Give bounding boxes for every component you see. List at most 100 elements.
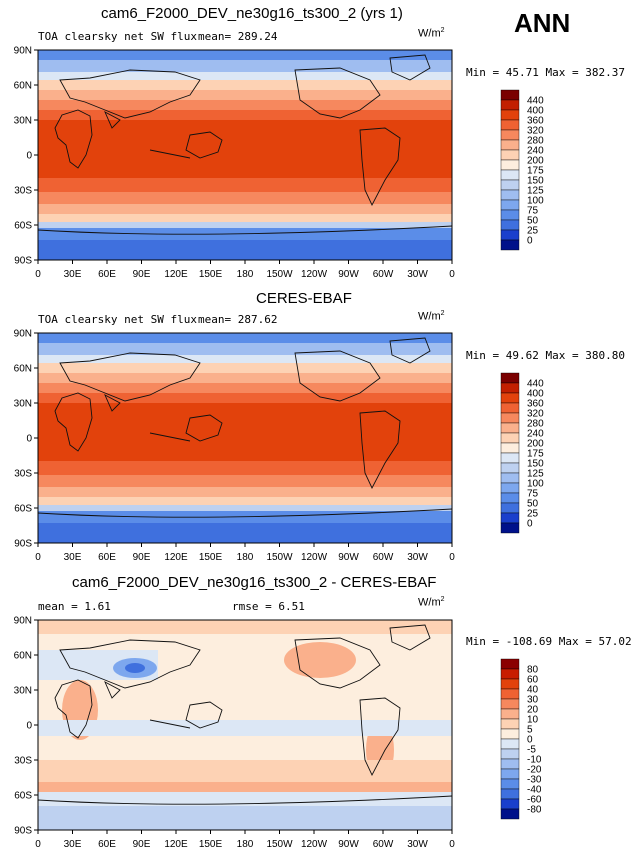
legend-label: 200	[527, 439, 544, 450]
panel-1-minmax: Min = 45.71 Max = 382.37	[466, 66, 625, 79]
lon-tick-label: 150E	[199, 269, 223, 280]
lon-tick-label: 150E	[199, 552, 223, 563]
legend-swatch	[500, 502, 520, 514]
panel-3-units-exp: 2	[440, 596, 445, 603]
legend-label: 0	[527, 735, 533, 746]
legend-swatch	[500, 139, 520, 151]
legend-swatch	[500, 149, 520, 161]
legend-label: 100	[527, 196, 544, 207]
lon-tick-label: 30E	[64, 269, 82, 280]
legend-swatch	[500, 442, 520, 454]
legend-label: 400	[527, 389, 544, 400]
lon-tick-label: 90E	[133, 269, 151, 280]
legend-swatch	[500, 209, 520, 221]
lon-tick-label: 0	[449, 839, 455, 850]
legend-swatch	[500, 728, 520, 740]
panel-1-lat-ticks: 90N 60N 30N 0 30S 60S 90S	[14, 46, 38, 267]
lat-tick-label: 30N	[14, 686, 32, 697]
panel-3-field	[38, 620, 452, 830]
lon-tick-label: 60E	[98, 269, 116, 280]
legend-label: 125	[527, 186, 544, 197]
legend-label: 75	[527, 206, 539, 217]
legend-label: 150	[527, 459, 544, 470]
legend-swatch	[500, 169, 520, 181]
legend-swatch	[500, 778, 520, 790]
legend-label: 175	[527, 166, 544, 177]
legend-label: -30	[527, 775, 542, 786]
legend-label: 280	[527, 136, 544, 147]
legend-label: 175	[527, 449, 544, 460]
legend-swatch	[500, 229, 520, 241]
panel-3-legend-swatches	[500, 658, 520, 820]
panel-2-units-base: W/m	[418, 310, 441, 323]
legend-swatch	[500, 89, 520, 101]
lon-tick-label: 60W	[373, 839, 394, 850]
legend-label: 60	[527, 675, 539, 686]
legend-swatch	[500, 768, 520, 780]
legend-label: 320	[527, 409, 544, 420]
panel-2-title: CERES-EBAF	[256, 290, 352, 307]
legend-label: -40	[527, 785, 542, 796]
lat-tick-label: 90S	[14, 256, 32, 267]
legend-swatch	[500, 119, 520, 131]
panel-3-lat-ticks: 90N 60N 30N 0 30S 60S 90S	[14, 616, 38, 837]
panel-1-mean: mean= 289.24	[198, 30, 278, 43]
panel-2-lon-ticks: 0 30E 60E 90E 120E 150E 180 150W 120W 90W 60W 30W 0	[35, 543, 455, 563]
legend-swatch	[500, 492, 520, 504]
legend-swatch	[500, 718, 520, 730]
legend-label: 280	[527, 419, 544, 430]
legend-label: 440	[527, 379, 544, 390]
lat-tick-label: 90N	[14, 46, 32, 57]
lon-tick-label: 90W	[338, 552, 359, 563]
legend-swatch	[500, 462, 520, 474]
lon-tick-label: 90W	[338, 269, 359, 280]
lon-tick-label: 120W	[301, 839, 328, 850]
legend-swatch	[500, 432, 520, 444]
legend-swatch	[500, 512, 520, 524]
lat-tick-label: 0	[26, 151, 32, 162]
legend-swatch	[500, 452, 520, 464]
legend-swatch	[500, 482, 520, 494]
legend-label: 20	[527, 705, 539, 716]
lon-tick-label: 60W	[373, 552, 394, 563]
legend-label: 30	[527, 695, 539, 706]
lon-tick-label: 120E	[164, 552, 188, 563]
panel-1-coastlines	[37, 54, 453, 235]
lon-tick-label: 120W	[301, 269, 328, 280]
panel-2-field	[38, 333, 452, 543]
legend-swatch	[500, 179, 520, 191]
lon-tick-label: 90E	[133, 552, 151, 563]
legend-swatch	[500, 668, 520, 680]
lat-tick-label: 60S	[14, 504, 32, 515]
lat-tick-label: 90S	[14, 539, 32, 550]
lon-tick-label: 0	[35, 839, 41, 850]
panel-2-coastlines	[37, 337, 453, 518]
legend-swatch	[500, 708, 520, 720]
legend-label: 75	[527, 489, 539, 500]
legend-label: 440	[527, 96, 544, 107]
lon-tick-label: 30E	[64, 552, 82, 563]
lon-tick-label: 0	[449, 269, 455, 280]
legend-swatch	[500, 688, 520, 700]
legend-swatch	[500, 698, 520, 710]
panel-3-units: W/m2	[418, 596, 445, 609]
panel-3-rmse: rmse = 6.51	[232, 600, 305, 613]
panel-2-units: W/m2	[418, 310, 445, 323]
lon-tick-label: 150W	[266, 839, 293, 850]
lon-tick-label: 30E	[64, 839, 82, 850]
lon-tick-label: 150E	[199, 839, 223, 850]
legend-swatch	[500, 129, 520, 141]
legend-label: 5	[527, 725, 533, 736]
lon-tick-label: 60E	[98, 552, 116, 563]
legend-label: 360	[527, 116, 544, 127]
lon-tick-label: 150W	[266, 269, 293, 280]
legend-label: 240	[527, 146, 544, 157]
lat-tick-label: 60S	[14, 791, 32, 802]
lat-tick-label: 30S	[14, 469, 32, 480]
panel-1-units-base: W/m	[418, 27, 441, 40]
lon-tick-label: 90E	[133, 839, 151, 850]
legend-label: 0	[527, 519, 533, 530]
